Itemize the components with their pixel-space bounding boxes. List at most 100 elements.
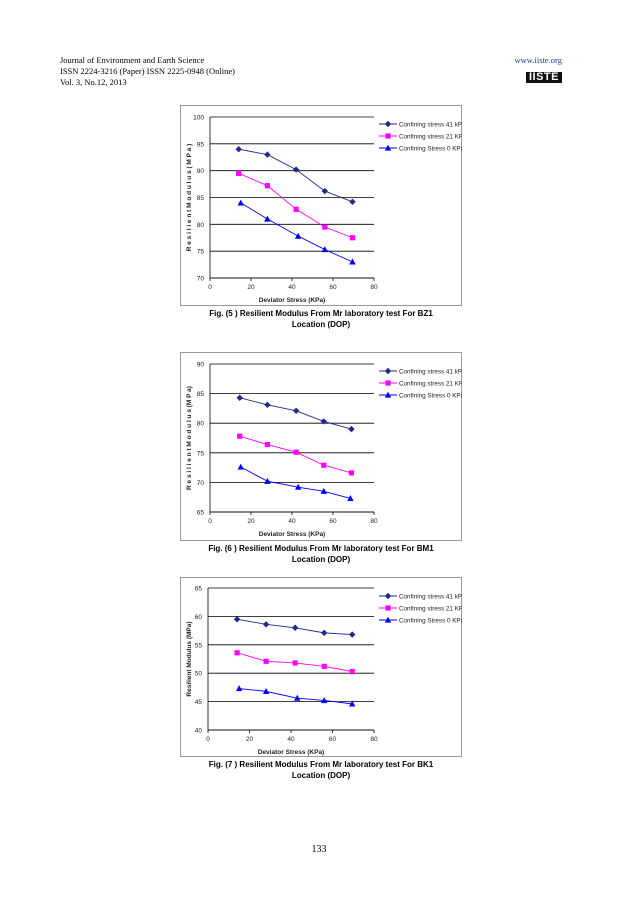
x-axis-label: Deviator Stress (KPa): [259, 531, 325, 538]
data-point-s0-2: [291, 624, 299, 631]
data-point-s0-4: [348, 425, 355, 433]
y-axis-label: Resilient Modulus (MPa): [186, 621, 193, 696]
legend-label-2: Confining Stress 0 KPa: [399, 145, 462, 152]
journal-site: www.iiste.org IISTE: [515, 55, 562, 83]
legend-marker-0: [384, 367, 392, 375]
y-tick-label-3: 55: [195, 642, 203, 649]
data-point-s0-2: [292, 407, 300, 414]
data-point-s0-1: [264, 151, 271, 158]
data-point-s2-1: [262, 687, 270, 694]
x-tick-label-2: 40: [287, 736, 295, 743]
data-point-s1-3: [321, 663, 327, 669]
figure-7-caption-line1: Fig. (7 ) Resilient Modulus From Mr labo…: [208, 760, 434, 769]
y-tick-label-5: 95: [197, 141, 205, 148]
figure-6-caption-line2: Location (DOP): [291, 555, 351, 564]
legend-label-1: Confining stress 21 KPa: [399, 605, 462, 612]
legend-marker-0: [384, 592, 392, 600]
data-point-s1-4: [349, 235, 356, 241]
legend-label-2: Confining Stress 0 KPa: [399, 617, 462, 624]
data-point-s1-2: [293, 449, 299, 455]
figure-5-caption-line1: Fig. (5 ) Resilient Modulus From Mr labo…: [209, 309, 433, 318]
x-tick-label-0: 0: [208, 284, 212, 291]
legend-label-2: Confining Stress 0 KPa: [399, 392, 462, 399]
data-point-s1-4: [348, 470, 355, 476]
data-point-s0-3: [320, 418, 327, 425]
data-point-s1-1: [264, 441, 270, 448]
legend-label-0: Confining stress 41 kPa: [399, 593, 462, 600]
data-point-s2-4: [349, 700, 356, 707]
x-axis-label: Deviator Stress (KPa): [258, 749, 324, 756]
chart-figure-5: 70 75 80 85 90 95 100 0 20 40 60 80 Deviator Stress …: [180, 105, 462, 306]
legend-marker-2: [384, 144, 392, 151]
figure-6-caption-line1: Fig. (6 ) Resilient Modulus From Mr labo…: [208, 544, 434, 553]
y-tick-label-4: 90: [197, 168, 205, 175]
legend-label-1: Confining stress 21 KPa: [399, 380, 462, 387]
data-point-s1-0: [234, 650, 240, 656]
journal-title: Journal of Environment and Earth Science: [60, 55, 205, 65]
data-point-s1-1: [264, 183, 270, 189]
data-point-s2-4: [347, 494, 354, 501]
legend-label-0: Confining stress 41 kPa: [399, 368, 462, 375]
figure-6: 65 70 75 80 85 90 0 20 40 60 80 Deviator Stress (KP…: [180, 352, 462, 565]
x-tick-label-1: 20: [247, 518, 255, 525]
figure-7-caption-line2: Location (DOP): [291, 771, 351, 780]
data-point-s2-0: [237, 463, 244, 470]
y-tick-label-5: 90: [197, 362, 205, 369]
y-axis-label: R e s i l i e n t M o d u l u s (M P a): [186, 386, 193, 490]
data-point-s2-0: [237, 199, 244, 206]
iiste-logo: IISTE: [525, 72, 562, 83]
data-point-s1-3: [322, 224, 328, 230]
x-tick-label-4: 80: [370, 284, 378, 291]
y-tick-label-0: 70: [197, 276, 205, 283]
legend-marker-2: [384, 391, 392, 398]
journal-url[interactable]: www.iiste.org: [514, 55, 562, 65]
y-tick-label-4: 85: [197, 391, 205, 398]
x-tick-label-3: 60: [329, 284, 337, 291]
data-point-s2-1: [264, 215, 271, 222]
data-point-s1-3: [321, 462, 327, 468]
chart-frame: [180, 105, 462, 306]
legend-marker-1: [385, 380, 391, 386]
x-tick-label-3: 60: [329, 518, 337, 525]
chart-frame: [180, 352, 462, 541]
y-tick-label-6: 100: [193, 115, 204, 122]
chart-figure-6: 65 70 75 80 85 90 0 20 40 60 80 Deviator Stress (KP…: [180, 352, 462, 541]
data-point-s1-2: [293, 206, 299, 212]
data-point-s2-0: [235, 685, 243, 692]
data-point-s0-0: [233, 616, 241, 623]
data-point-s2-3: [320, 487, 327, 494]
figure-5-caption: Fig. (5 ) Resilient Modulus From Mr labo…: [180, 308, 462, 330]
x-tick-label-3: 60: [329, 736, 337, 743]
x-axis-label: Deviator Stress (KPa): [259, 297, 325, 304]
data-point-s2-3: [321, 246, 328, 253]
x-tick-label-4: 80: [370, 736, 378, 743]
y-tick-label-4: 60: [195, 614, 203, 621]
legend-marker-2: [384, 616, 392, 623]
data-point-s2-4: [349, 258, 356, 265]
y-tick-label-1: 75: [197, 249, 205, 256]
y-tick-label-1: 70: [197, 480, 205, 487]
x-tick-label-1: 20: [247, 284, 255, 291]
y-tick-label-3: 85: [197, 195, 205, 202]
data-point-s0-4: [349, 198, 356, 205]
chart-figure-7: 40 45 50 55 60 65 0 20 40 60 80 Deviator Stress (KP…: [180, 577, 462, 757]
x-tick-label-2: 40: [288, 518, 296, 525]
page-number: 133: [311, 844, 327, 855]
data-point-s1-0: [236, 170, 242, 176]
figure-6-caption: Fig. (6 ) Resilient Modulus From Mr labo…: [180, 543, 462, 565]
data-point-s0-2: [292, 166, 300, 173]
x-tick-label-4: 80: [370, 518, 378, 525]
journal-issn: ISSN 2224-3216 (Paper) ISSN 2225-0948 (O…: [60, 66, 235, 76]
data-point-s1-2: [292, 660, 298, 666]
data-point-s1-1: [263, 658, 269, 664]
x-tick-label-0: 0: [206, 736, 210, 743]
journal-header: Journal of Environment and Earth Science…: [60, 55, 235, 88]
data-point-s2-3: [321, 697, 328, 704]
legend-marker-1: [385, 133, 391, 139]
y-tick-label-3: 80: [197, 421, 205, 428]
figure-5-caption-line2: Location (DOP): [291, 320, 351, 329]
data-point-s1-0: [237, 433, 243, 439]
y-tick-label-1: 45: [195, 699, 203, 706]
figure-7-caption: Fig. (7 ) Resilient Modulus From Mr labo…: [180, 759, 462, 781]
y-tick-label-2: 50: [195, 671, 203, 678]
